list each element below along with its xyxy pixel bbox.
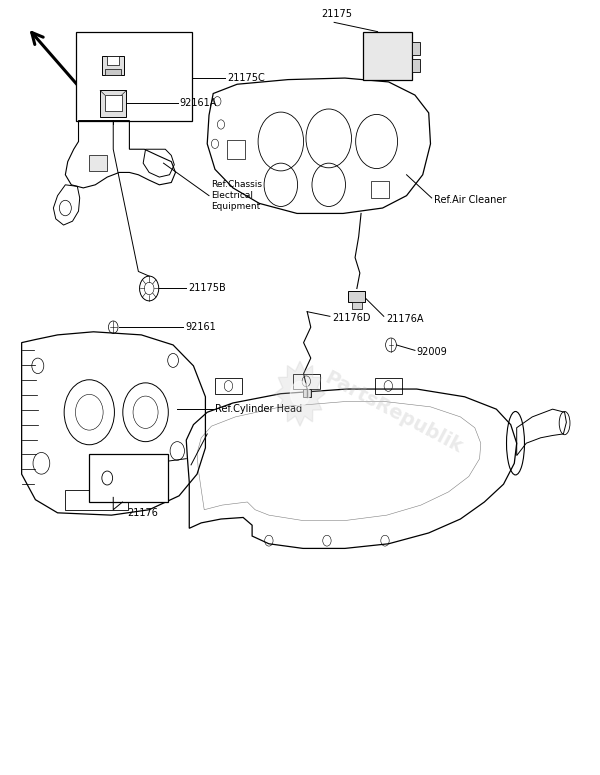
Text: 92161: 92161: [185, 322, 216, 332]
Bar: [412, 60, 421, 72]
Text: Ref.Muffler(s): Ref.Muffler(s): [94, 466, 158, 476]
Text: 21175B: 21175B: [188, 284, 226, 294]
Text: 21176: 21176: [128, 508, 158, 518]
Text: Ref.Cylinder Head: Ref.Cylinder Head: [215, 404, 302, 414]
Bar: [103, 56, 124, 75]
Bar: [363, 32, 412, 80]
Text: 92055: 92055: [119, 483, 150, 493]
Bar: [352, 301, 362, 309]
Bar: [227, 140, 245, 160]
Bar: [375, 378, 402, 394]
Text: 92161A: 92161A: [179, 98, 217, 108]
Bar: [105, 95, 122, 111]
Text: 21176D: 21176D: [332, 313, 371, 323]
Bar: [412, 43, 421, 55]
Polygon shape: [275, 361, 325, 426]
Text: 21175: 21175: [321, 9, 352, 19]
Text: Ref.Air Cleaner: Ref.Air Cleaner: [434, 195, 506, 205]
Bar: [371, 181, 389, 198]
Bar: [136, 474, 151, 483]
Bar: [106, 69, 121, 75]
Bar: [293, 374, 320, 389]
Text: PartsRepublik: PartsRepublik: [321, 368, 465, 456]
Bar: [65, 491, 128, 510]
Circle shape: [290, 381, 310, 406]
Text: 21176A: 21176A: [386, 314, 424, 324]
Bar: [139, 483, 148, 489]
Bar: [107, 56, 119, 65]
Bar: [349, 291, 365, 301]
Bar: [100, 91, 127, 117]
Text: Ref.Chassis
Electrical
Equipment: Ref.Chassis Electrical Equipment: [211, 180, 262, 212]
Text: 92009: 92009: [417, 347, 448, 357]
Bar: [215, 378, 242, 394]
Text: 21175C: 21175C: [227, 73, 265, 83]
Bar: [89, 156, 107, 171]
Bar: [303, 389, 311, 397]
Bar: [89, 454, 169, 502]
Bar: [76, 32, 192, 121]
